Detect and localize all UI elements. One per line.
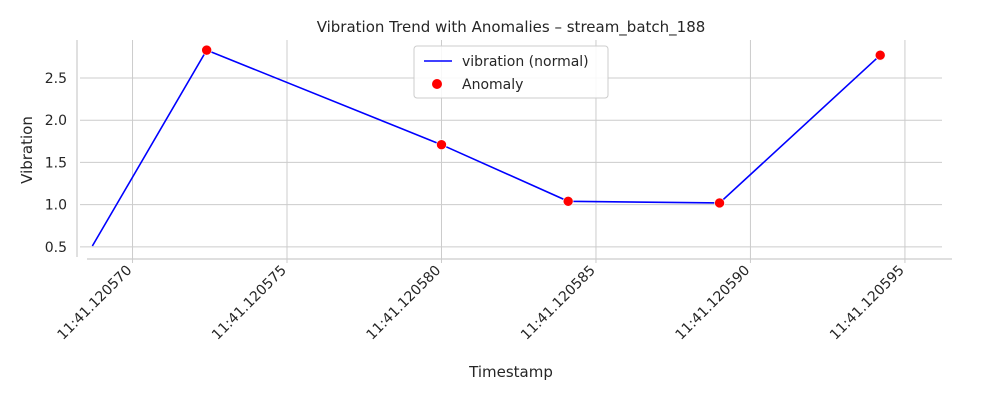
legend-anomaly-swatch [432, 79, 442, 89]
y-tick-label: 0.5 [45, 240, 67, 256]
y-tick-labels: 0.5 1.0 1.5 2.0 2.5 [45, 71, 67, 256]
legend-label-anomaly: Anomaly [462, 77, 523, 93]
anomaly-point [436, 139, 447, 151]
x-tick-labels: 11:41.120570 11:41.120575 11:41.120580 11:4… [55, 263, 908, 344]
axes [76, 40, 952, 263]
x-tick-label: 11:41.120570 [55, 263, 136, 344]
x-tick-label: 11:41.120595 [827, 263, 908, 344]
x-tick-label: 11:41.120590 [672, 263, 753, 344]
anomaly-point [562, 195, 574, 207]
series-layer [91, 44, 886, 247]
x-axis-label: Timestamp [468, 363, 553, 381]
legend-box [413, 45, 609, 99]
legend: vibration (normal) Anomaly [413, 45, 609, 99]
vibration-line [91, 49, 881, 247]
y-tick-label: 1.5 [45, 155, 67, 171]
anomaly-point [201, 44, 212, 56]
legend-label-normal: vibration (normal) [462, 54, 589, 70]
y-axis-label: Vibration [18, 116, 36, 184]
chart-title: Vibration Trend with Anomalies – stream_… [317, 18, 706, 37]
y-tick-label: 2.5 [45, 71, 67, 87]
x-tick-label: 11:41.120580 [364, 263, 445, 344]
y-tick-label: 2.0 [45, 113, 67, 129]
x-tick-label: 11:41.120585 [518, 263, 599, 344]
x-tick-label: 11:41.120575 [209, 263, 290, 344]
anomaly-point [874, 49, 886, 61]
y-tick-label: 1.0 [45, 198, 67, 214]
anomaly-point [714, 197, 725, 209]
